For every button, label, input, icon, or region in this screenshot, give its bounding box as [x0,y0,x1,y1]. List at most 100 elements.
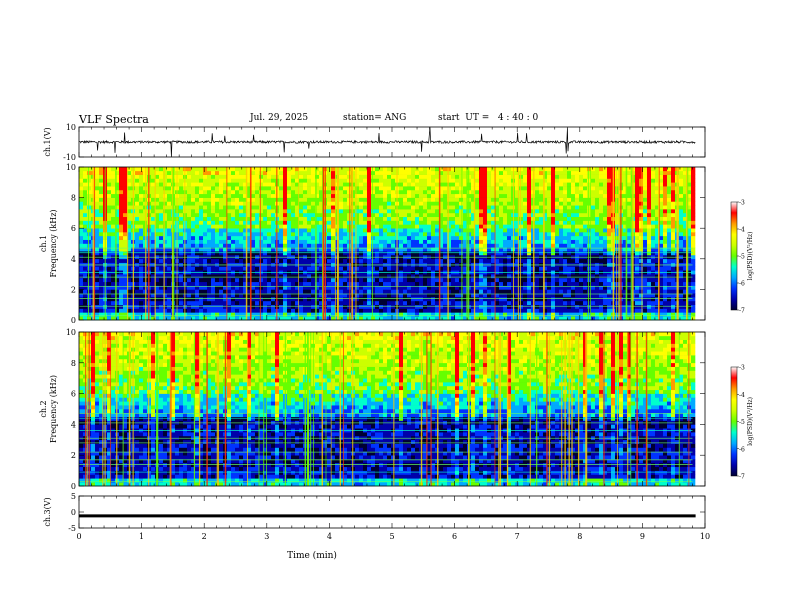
spectrogram-cell [151,189,156,195]
spectrogram-cell [519,205,524,210]
spectrogram-cell [239,174,244,179]
spectrogram-cell [563,189,568,195]
spectrogram-cell [371,216,376,221]
spectrogram-cell [503,312,508,317]
spectrogram-cell [315,232,320,237]
spectrogram-cell [311,312,316,317]
spectrogram-cell [507,285,512,290]
spectrogram-cell [411,209,416,214]
spectrogram-cell [567,212,572,218]
spectrogram-cell [295,220,300,225]
spectrogram-cell [455,308,460,313]
spectrogram-cell [315,201,320,206]
spectrogram-cell [463,167,468,172]
spectrogram-cell [507,186,512,191]
spectrogram-cell [491,167,496,172]
spectrogram-cell [527,189,532,195]
spectrogram-cell [439,170,444,175]
spectrogram-cell [263,193,268,198]
spectrogram-cell [447,285,452,290]
spectrogram-cell [87,224,92,229]
spectrogram-cell [391,293,396,298]
spectrogram-cell [563,239,568,244]
spectrogram-cell [307,304,312,309]
spectrogram-cell [483,189,488,195]
spectrogram-cell [471,182,476,187]
spectrogram-cell [79,316,84,321]
spectrogram-cell [123,239,128,244]
spectrogram-cell [159,239,164,244]
spectrogram-cell [367,201,372,206]
spectrogram-cell [463,274,468,279]
spectrogram-cell [555,277,560,283]
spectrogram-cell [547,277,552,283]
spectrogram-cell [567,197,572,202]
spectrogram-cell [143,316,148,321]
spectrogram-cell [571,189,576,195]
spectrogram-cell [459,228,464,233]
spectrogram-cell [207,216,212,221]
spectrogram-cell [367,232,372,237]
spectrogram-cell [559,312,564,317]
spectrogram-cell [163,308,168,313]
spectrogram-cell [443,285,448,290]
spectrogram-cell [403,251,408,256]
spectrogram-cell [411,189,416,195]
spectrogram-cell [363,189,368,195]
spectrogram-cell [167,220,172,225]
spectrogram-cell [219,266,224,271]
spectrogram-cell [559,281,564,286]
spectrogram-cell [311,251,316,256]
spectrogram-cell [387,235,392,240]
spectrogram-cell [139,266,144,271]
spectrogram-cell [243,170,248,175]
spectrogram-cell [271,289,276,294]
spectrogram-cell [263,243,268,248]
spectrogram-cell [471,293,476,298]
spectrogram-cell [87,212,92,218]
spectrogram-cell [547,224,552,229]
spectrogram-cell [235,224,240,229]
spectrogram-cell [527,205,532,210]
spectrogram-cell [179,235,184,240]
spectrogram-cell [475,316,480,321]
spectrogram-cell [339,189,344,195]
spectrogram-cell [259,266,264,271]
spectrogram-cell [87,293,92,298]
spectrogram-cell [499,235,504,240]
spectrogram-cell [399,312,404,317]
spectrogram-cell [415,197,420,202]
spectrogram-cell [491,216,496,221]
spectrogram-cell [423,235,428,240]
spectrogram-cell [111,167,116,172]
spectrogram-cell [387,174,392,179]
spectrogram-cell [139,300,144,305]
spectrogram-cell [351,228,356,233]
spectrogram-cell [439,243,444,248]
spectrogram-cell [383,243,388,248]
spectrogram-cell [551,209,556,214]
spectrogram-cell [259,232,264,237]
spectrogram-cell [203,220,208,225]
spectrogram-cell [547,289,552,294]
spectrogram-cell [503,300,508,305]
spectrogram-cell [423,308,428,313]
spectrogram-cell [199,251,204,256]
spectrogram-cell [411,281,416,286]
spectrogram-cell [443,277,448,283]
spectrogram-cell [251,281,256,286]
spectrogram-cell [115,258,120,263]
spectrogram-cell [351,220,356,225]
spectrogram-cell [351,174,356,179]
spectrogram-cell [415,232,420,237]
spectrogram-cell [239,316,244,321]
spectrogram-cell [347,304,352,309]
spectrogram-cell [259,308,264,313]
spectrogram-cell [243,300,248,305]
spectrogram-cell [87,239,92,244]
spectrogram-cell [207,209,212,214]
spectrogram-cell [411,212,416,218]
spectrogram-cell [567,224,572,229]
spectrogram-cell [459,312,464,317]
spectrogram-cell [499,274,504,279]
